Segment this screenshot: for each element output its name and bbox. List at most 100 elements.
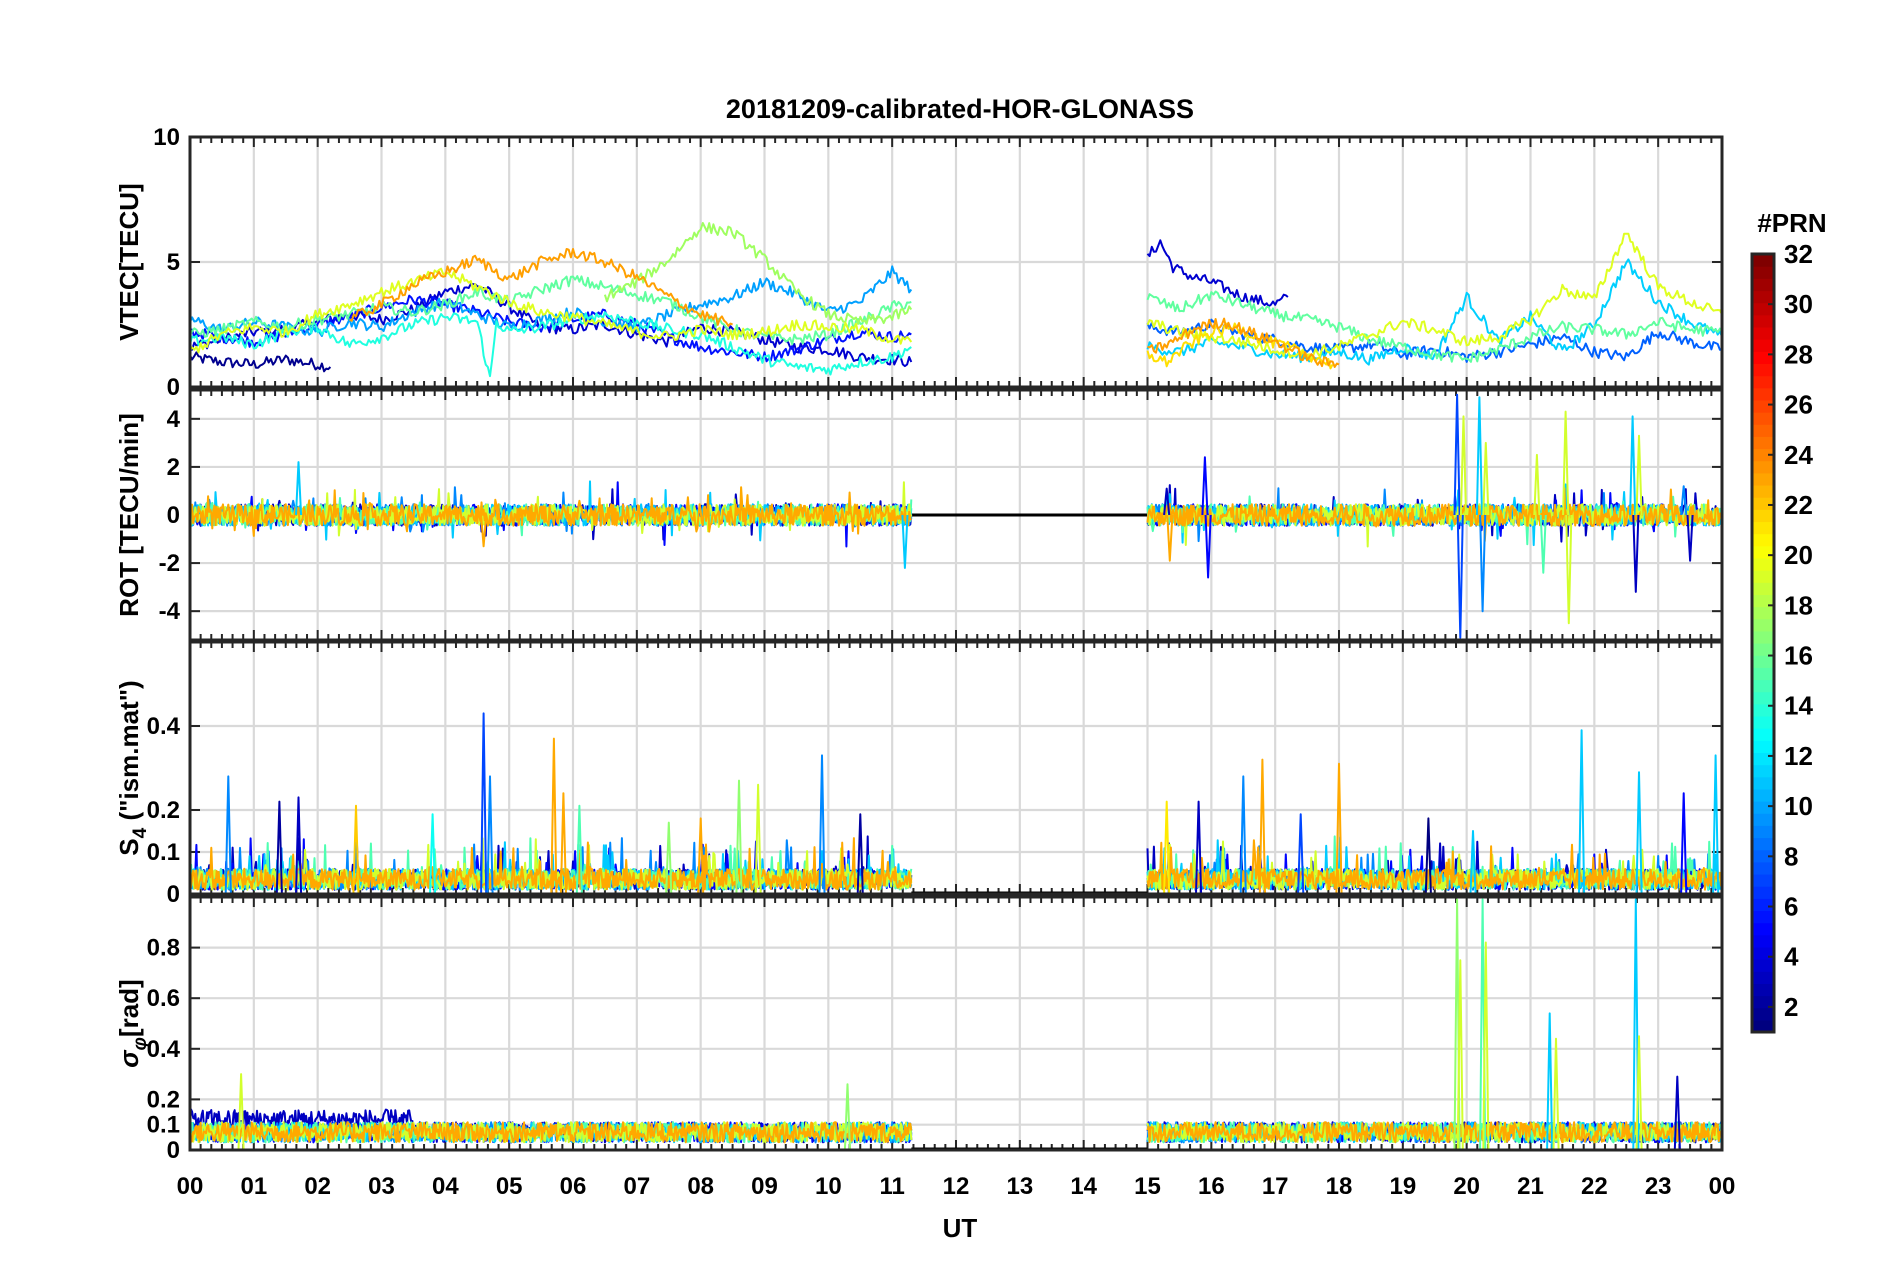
colorbar-border (1750, 252, 1776, 1034)
x-tick-label: 00 (1709, 1173, 1736, 1200)
y-tick-label: 0.4 (147, 1036, 181, 1063)
colorbar-tick-label: 18 (1784, 590, 1813, 620)
colorbar-swatch (1752, 995, 1774, 1009)
spike-prn-19 (237, 1073, 245, 1151)
spike-prn-15 (1539, 514, 1547, 574)
series-prn-17 (603, 222, 913, 325)
colorbar-swatch (1752, 630, 1774, 644)
colorbar-tick-label: 28 (1784, 339, 1813, 369)
series-prn-9 (189, 265, 913, 337)
colorbar-tick-label: 8 (1784, 841, 1798, 871)
x-tick-label: 07 (623, 1173, 650, 1200)
colorbar-swatch (1752, 424, 1774, 437)
colorbar-title: #PRN (1757, 208, 1826, 238)
x-axis: 00 01 02 03 04 05 06 07 08 09 10 11 12 13 14 15 16 17 18 19… (177, 1173, 1736, 1200)
x-tick-label: 18 (1326, 1173, 1353, 1200)
colorbar-swatch (1752, 533, 1774, 547)
spike-prn-19 (1565, 514, 1573, 625)
colorbar-swatch (1752, 801, 1774, 814)
colorbar-swatch (1752, 412, 1774, 425)
colorbar-swatch (1752, 436, 1774, 450)
spike-prn-23 (480, 514, 488, 548)
colorbar-tick-label: 16 (1784, 641, 1813, 671)
colorbar-swatch (1752, 667, 1774, 681)
colorbar-swatch (1752, 290, 1774, 304)
x-tick-label: 08 (687, 1173, 714, 1200)
colorbar-swatch (1752, 788, 1774, 802)
colorbar-tick-label: 4 (1784, 942, 1799, 972)
y-tick-label: 0 (167, 502, 180, 529)
colorbar-tick-label: 26 (1784, 390, 1813, 420)
colorbar-tick-label: 6 (1784, 892, 1798, 922)
x-tick-label: 21 (1517, 1173, 1544, 1200)
x-tick-label: 11 (879, 1173, 904, 1200)
series-prn-19 (1146, 232, 1723, 360)
y-axis-label-sub: φ (130, 1037, 151, 1050)
colorbar-swatch (1752, 655, 1774, 668)
colorbar-tick-label: 24 (1784, 440, 1813, 470)
colorbar-swatch (1752, 776, 1774, 790)
x-tick-label: 14 (1070, 1173, 1097, 1200)
colorbar-swatch (1752, 399, 1774, 413)
axes-border (188, 895, 1724, 1152)
spike-prn-9 (818, 754, 826, 895)
spike-prn-5 (1201, 456, 1209, 516)
spike-prn-7 (1456, 514, 1464, 639)
spike-prn-11 (1635, 771, 1643, 895)
colorbar-swatch (1752, 886, 1774, 899)
y-tick-label: 0.1 (147, 1112, 180, 1139)
colorbar-swatch (1752, 1019, 1774, 1033)
y-axis-label-main: S (114, 838, 144, 855)
colorbar-swatch (1752, 910, 1774, 924)
colorbar-swatch (1752, 728, 1774, 741)
colorbar-swatch (1752, 691, 1774, 705)
colorbar-swatch (1752, 266, 1774, 279)
x-tick-label: 04 (432, 1173, 459, 1200)
y-tick-label: -4 (159, 598, 181, 625)
x-tick-label: 00 (177, 1173, 204, 1200)
y-tick-label: 10 (153, 124, 180, 151)
spike-prn-2 (856, 813, 864, 895)
colorbar-swatch (1752, 557, 1774, 571)
colorbar-swatch (1752, 849, 1774, 863)
y-tick-label: 0 (167, 1137, 180, 1164)
spike-prn-23 (1166, 514, 1174, 562)
colorbar-swatch (1752, 825, 1774, 839)
y-axis-label-main: σ (114, 1049, 144, 1068)
spike-prn-11 (295, 461, 303, 516)
colorbar-swatch (1752, 715, 1774, 729)
x-tick-label: 06 (560, 1173, 587, 1200)
x-axis-label: UT (943, 1213, 978, 1243)
x-tick-label: 10 (815, 1173, 842, 1200)
colorbar-swatch (1752, 618, 1774, 632)
colorbar-swatch (1752, 873, 1774, 887)
colorbar-tick-label: 22 (1784, 490, 1813, 520)
colorbar-swatch (1752, 570, 1774, 583)
spike-prn-17 (843, 1083, 851, 1151)
y-tick-label: 0.8 (147, 935, 180, 962)
x-tick-label: 17 (1262, 1173, 1289, 1200)
colorbar-swatch (1752, 740, 1774, 754)
spike-prn-19 (1482, 441, 1490, 516)
spike-prn-19 (1482, 941, 1490, 1151)
axes-border (188, 135, 1724, 389)
panel-rot: -4 -2 0 2 4 ROT [TECU/min] (114, 388, 1724, 642)
colorbar-swatch (1752, 302, 1774, 316)
colorbar-swatch (1752, 922, 1774, 936)
spike-prn-17 (665, 821, 673, 895)
series-prn-23 (1146, 839, 1723, 891)
colorbar-tick-label: 32 (1784, 239, 1813, 269)
x-tick-label: 13 (1006, 1173, 1033, 1200)
x-tick-label: 03 (368, 1173, 395, 1200)
colorbar-swatch (1752, 387, 1774, 401)
spike-prn-3 (1195, 800, 1203, 895)
spike-prn-11 (1546, 1012, 1554, 1151)
colorbar-swatch (1752, 472, 1774, 486)
spike-prn-19 (1635, 434, 1643, 516)
colorbar-swatch (1752, 326, 1774, 340)
y-tick-label: 5 (167, 249, 180, 276)
series-prn-19 (189, 267, 913, 354)
spike-prn-19 (1552, 1037, 1560, 1151)
spike-prn-1 (1424, 817, 1432, 895)
spike-prn-7 (1453, 393, 1461, 516)
